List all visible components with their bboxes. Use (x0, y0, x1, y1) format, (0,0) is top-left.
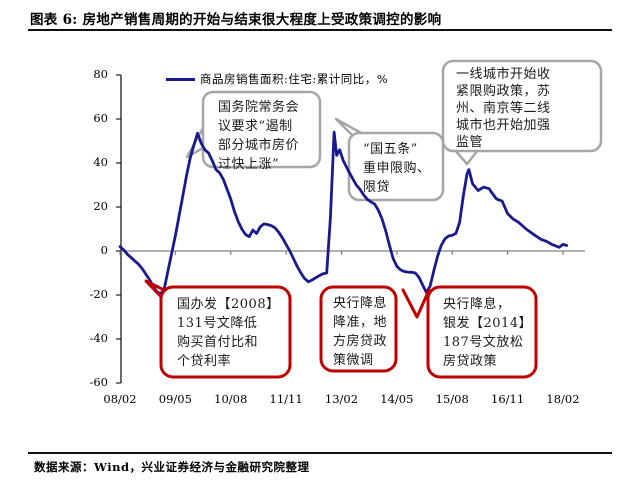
x-tick-label: 16/11 (491, 392, 525, 406)
chart-axes (116, 74, 585, 384)
figure-title: 图表 6: 房地产销售周期的开始与结束很大程度上受政策调控的影响 (30, 12, 442, 28)
callout-box-guowutiao (347, 131, 445, 202)
callout-box-tier1-tighten (441, 59, 603, 153)
callout-text-state-council: 国务院常务会 议要求“遏制 部分城市房价 过快上涨” (218, 100, 300, 172)
callout-box-state-council (201, 90, 322, 169)
callout-text-tier1-tighten: 一线城市开始收 紧限购政策，苏 州、南京等二线 城市也开始加强 监管 (456, 67, 551, 150)
x-tick-label: 14/05 (380, 392, 414, 406)
title-rule (28, 29, 612, 31)
red-callout-tails (144, 279, 431, 319)
y-tick-label: 20 (93, 199, 108, 213)
legend-label: 商品房销售面积:住宅:累计同比，% (200, 72, 389, 86)
callout-tail-edge-guowutiao (334, 117, 365, 136)
chart-legend: 商品房销售面积:住宅:累计同比，% (166, 71, 388, 87)
gray-callout-shapes (185, 59, 603, 202)
sales-yoy-line-series (118, 130, 569, 296)
callout-tail-edge-pboc-ease-2015 (401, 288, 431, 319)
sales-yoy-polyline (118, 130, 569, 296)
y-tick-label: 60 (93, 111, 108, 125)
y-tick-label: -60 (89, 375, 108, 389)
callout-text-pboc-ease-2014: 央行降息 降准，地 方房贷政 策微调 (333, 296, 388, 368)
callout-text-guowutiao: “国五条” 重申限购、 限贷 (363, 142, 431, 195)
y-tick-label: -20 (89, 287, 108, 301)
callout-tail-edge-tier1-tighten (453, 148, 480, 166)
data-source-note: 数据来源：Wind，兴业证券经济与金融研究院整理 (34, 460, 310, 474)
callout-text-guobanfa-2008: 国办发【2008】 131号文降低 购买首付比和 个贷利率 (177, 297, 280, 369)
x-tick-label: 08/02 (103, 392, 137, 406)
callout-tail-edge-guobanfa-2008 (144, 279, 168, 304)
callout-text-pboc-ease-2015: 央行降息， 银发【2014】 187号文放松 房贷政策 (443, 297, 533, 369)
y-tick-label: -40 (89, 331, 108, 345)
y-tick-label: 80 (93, 67, 108, 81)
x-tick-label: 15/08 (435, 392, 469, 406)
footer-rule (28, 452, 612, 454)
callout-box-pboc-ease-2015 (426, 285, 538, 379)
legend-line-marker (166, 77, 195, 81)
x-tick-label: 10/08 (214, 392, 248, 406)
x-tick-label: 18/02 (546, 392, 580, 406)
callout-tail-tier1-tighten (455, 150, 478, 164)
x-tick-label: 09/05 (158, 392, 192, 406)
callout-box-guobanfa-2008 (159, 285, 292, 379)
y-tick-label: 40 (93, 155, 108, 169)
red-callout-boxes (159, 285, 538, 379)
x-tick-label: 13/02 (324, 392, 359, 406)
x-tick-label: 11/11 (269, 392, 303, 406)
callout-box-pboc-ease-2014 (319, 285, 398, 373)
y-tick-label: 0 (100, 243, 108, 257)
